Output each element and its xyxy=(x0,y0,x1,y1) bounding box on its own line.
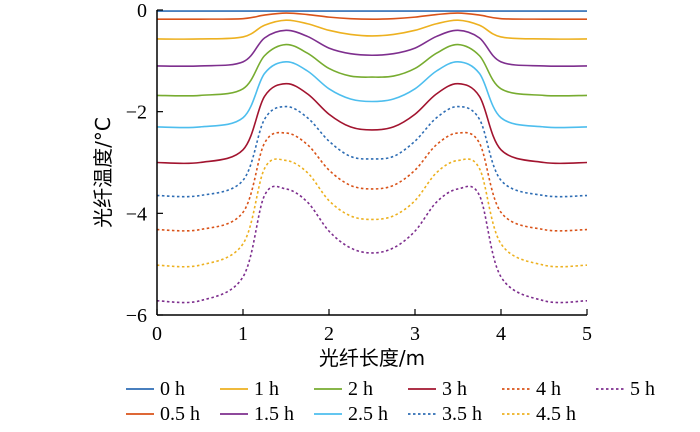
x-tick-label: 1 xyxy=(238,323,248,345)
y-tick-label: −4 xyxy=(126,203,147,225)
series-line-2h xyxy=(156,43,588,97)
legend: 0 h 1 h 2 h 3 h 4 h 5 h 0.5 h 1.5 h 2.5 h 3.5 h 4.… xyxy=(126,378,655,425)
legend-label: 2.5 h xyxy=(348,403,388,425)
legend-item-5h: 5 h xyxy=(596,378,655,400)
legend-label: 1.5 h xyxy=(254,403,294,425)
series-line-0-5h xyxy=(156,12,588,20)
y-axis-label: 光纤温度/°C xyxy=(91,117,115,228)
series-layer xyxy=(156,10,588,304)
legend-label: 2 h xyxy=(348,378,373,400)
legend-item-0h: 0 h xyxy=(126,378,185,400)
legend-item-4h: 4 h xyxy=(502,378,561,400)
ticks-layer: 0 1 2 3 4 5 0 −2 −4 −6 xyxy=(126,0,592,345)
series-line-3h xyxy=(156,82,588,165)
legend-label: 3 h xyxy=(442,378,467,400)
x-axis-label: 光纤长度/m xyxy=(319,346,425,370)
legend-label: 5 h xyxy=(630,378,655,400)
series-line-2-5h xyxy=(156,61,588,129)
series-line-4-5h xyxy=(156,158,588,268)
legend-item-2h: 2 h xyxy=(314,378,373,400)
legend-item-0-5h: 0.5 h xyxy=(126,403,200,425)
x-tick-label: 5 xyxy=(582,323,592,345)
legend-label: 4 h xyxy=(536,378,561,400)
legend-item-1h: 1 h xyxy=(220,378,279,400)
legend-item-1-5h: 1.5 h xyxy=(220,403,294,425)
legend-item-3h: 3 h xyxy=(408,378,467,400)
legend-label: 4.5 h xyxy=(536,403,576,425)
series-line-3-5h xyxy=(156,105,588,198)
series-line-5h xyxy=(156,185,588,304)
y-tick-label: 0 xyxy=(137,0,147,22)
x-tick-label: 0 xyxy=(152,323,162,345)
legend-item-2-5h: 2.5 h xyxy=(314,403,388,425)
x-tick-label: 4 xyxy=(496,323,506,345)
legend-label: 1 h xyxy=(254,378,279,400)
x-tick-label: 3 xyxy=(410,323,420,345)
legend-label: 0 h xyxy=(160,378,185,400)
legend-label: 0.5 h xyxy=(160,403,200,425)
series-line-1-5h xyxy=(156,29,588,68)
y-tick-label: −2 xyxy=(126,102,147,124)
axes-layer xyxy=(156,10,587,316)
series-line-4h xyxy=(156,131,588,232)
legend-item-3-5h: 3.5 h xyxy=(408,403,482,425)
x-tick-label: 2 xyxy=(324,323,334,345)
y-tick-label: −6 xyxy=(126,305,147,327)
legend-label: 3.5 h xyxy=(442,403,482,425)
series-line-1h xyxy=(156,19,588,40)
legend-item-4-5h: 4.5 h xyxy=(502,403,576,425)
